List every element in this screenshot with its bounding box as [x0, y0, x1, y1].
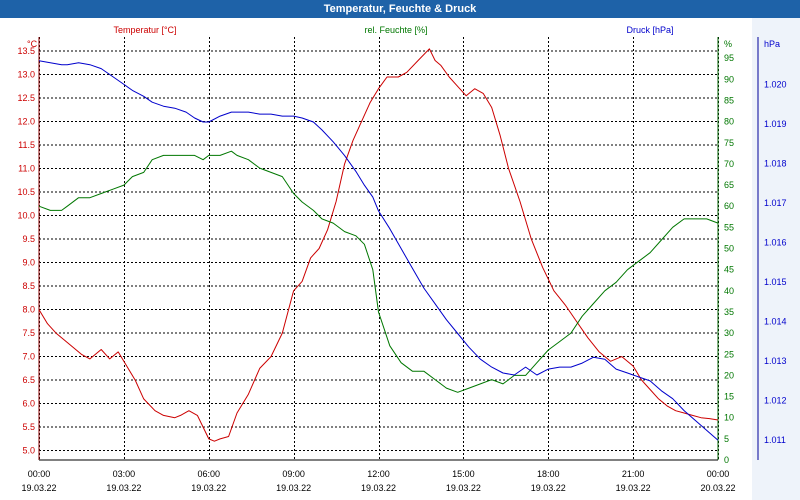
x-tick-time-label: 12:00 [367, 469, 390, 479]
pressure-tick-label: 1.019 [764, 119, 787, 129]
temperature-tick-label: 13.5 [17, 46, 35, 56]
humidity-tick-label: 15 [724, 392, 734, 402]
x-tick-time-label: 15:00 [452, 469, 475, 479]
legend-temperature: Temperatur [°C] [113, 25, 176, 35]
x-tick-time-label: 03:00 [113, 469, 136, 479]
temperature-tick-label: 11.5 [18, 140, 35, 150]
temperature-tick-label: 10.0 [17, 211, 35, 221]
humidity-tick-label: 75 [724, 138, 734, 148]
temperature-tick-label: 8.0 [22, 305, 35, 315]
temperature-series-line [38, 48, 719, 442]
x-tick-date-label: 20.03.22 [700, 483, 735, 493]
pressure-tick-label: 1.016 [764, 238, 787, 248]
humidity-tick-label: 20 [724, 370, 734, 380]
temperature-tick-label: 10.5 [17, 187, 35, 197]
humidity-tick-label: 50 [724, 244, 734, 254]
legend-humidity: rel. Feuchte [%] [364, 25, 427, 35]
x-tick-date-label: 19.03.22 [616, 483, 651, 493]
x-tick-date-label: 19.03.22 [276, 483, 311, 493]
humidity-unit-label: % [724, 39, 732, 49]
x-tick-time-label: 00:00 [707, 469, 730, 479]
temperature-tick-label: 5.5 [22, 422, 35, 432]
temperature-tick-label: 6.0 [22, 399, 35, 409]
pressure-tick-label: 1.020 [764, 79, 787, 89]
x-tick-time-label: 09:00 [282, 469, 305, 479]
temperature-tick-label: 5.0 [22, 446, 35, 456]
x-tick-date-label: 19.03.22 [531, 483, 566, 493]
temperature-tick-label: 12.0 [17, 117, 35, 127]
humidity-tick-label: 25 [724, 349, 734, 359]
humidity-tick-label: 70 [724, 159, 734, 169]
humidity-series-line [38, 150, 719, 393]
x-tick-date-label: 19.03.22 [191, 483, 226, 493]
humidity-tick-label: 45 [724, 265, 734, 275]
temperature-tick-label: 12.5 [17, 93, 35, 103]
temperature-tick-label: 13.0 [17, 70, 35, 80]
chart-plot: 5.0 5.5 6.0 6.5 7.0 7.5 8.0 8.5 9.0 9.5 10.0 10.5 11… [17, 18, 800, 500]
pressure-tick-label: 1.015 [764, 277, 787, 287]
humidity-tick-label: 60 [724, 201, 734, 211]
temperature-tick-label: 8.5 [22, 281, 35, 291]
x-tick-date-label: 19.03.22 [446, 483, 481, 493]
temperature-unit-label: °C [27, 39, 38, 49]
temperature-tick-label: 9.0 [22, 258, 35, 268]
pressure-tick-label: 1.017 [764, 198, 787, 208]
pressure-axis-background [752, 18, 800, 500]
humidity-tick-label: 10 [724, 413, 734, 423]
pressure-series-line [38, 60, 719, 441]
pressure-tick-label: 1.011 [764, 435, 786, 445]
x-tick-time-label: 21:00 [622, 469, 645, 479]
x-tick-date-label: 19.03.22 [21, 483, 56, 493]
pressure-tick-label: 1.018 [764, 159, 787, 169]
x-tick-date-label: 19.03.22 [106, 483, 141, 493]
x-tick-time-label: 00:00 [28, 469, 51, 479]
plot-area [39, 37, 718, 460]
temperature-tick-label: 6.5 [22, 375, 35, 385]
temperature-tick-label: 9.5 [22, 234, 35, 244]
humidity-tick-label: 55 [724, 222, 734, 232]
humidity-tick-label: 90 [724, 74, 734, 84]
humidity-tick-label: 85 [724, 95, 734, 105]
x-tick-time-label: 06:00 [197, 469, 220, 479]
pressure-tick-label: 1.013 [764, 356, 787, 366]
pressure-tick-label: 1.014 [764, 317, 787, 327]
pressure-tick-label: 1.012 [764, 396, 787, 406]
humidity-tick-label: 5 [724, 434, 729, 444]
humidity-tick-label: 40 [724, 286, 734, 296]
humidity-tick-label: 80 [724, 117, 734, 127]
pressure-unit-label: hPa [764, 39, 780, 49]
humidity-tick-label: 35 [724, 307, 734, 317]
humidity-tick-label: 95 [724, 53, 734, 63]
legend-pressure: Druck [hPa] [626, 25, 673, 35]
humidity-tick-label: 30 [724, 328, 734, 338]
chart-title: Temperatur, Feuchte & Druck [0, 0, 800, 18]
x-tick-time-label: 18:00 [537, 469, 560, 479]
temperature-tick-label: 7.5 [22, 328, 35, 338]
temperature-tick-label: 11.0 [18, 164, 35, 174]
x-tick-date-label: 19.03.22 [361, 483, 396, 493]
temperature-tick-label: 7.0 [22, 352, 35, 362]
humidity-tick-label: 0 [724, 455, 729, 465]
humidity-tick-label: 65 [724, 180, 734, 190]
